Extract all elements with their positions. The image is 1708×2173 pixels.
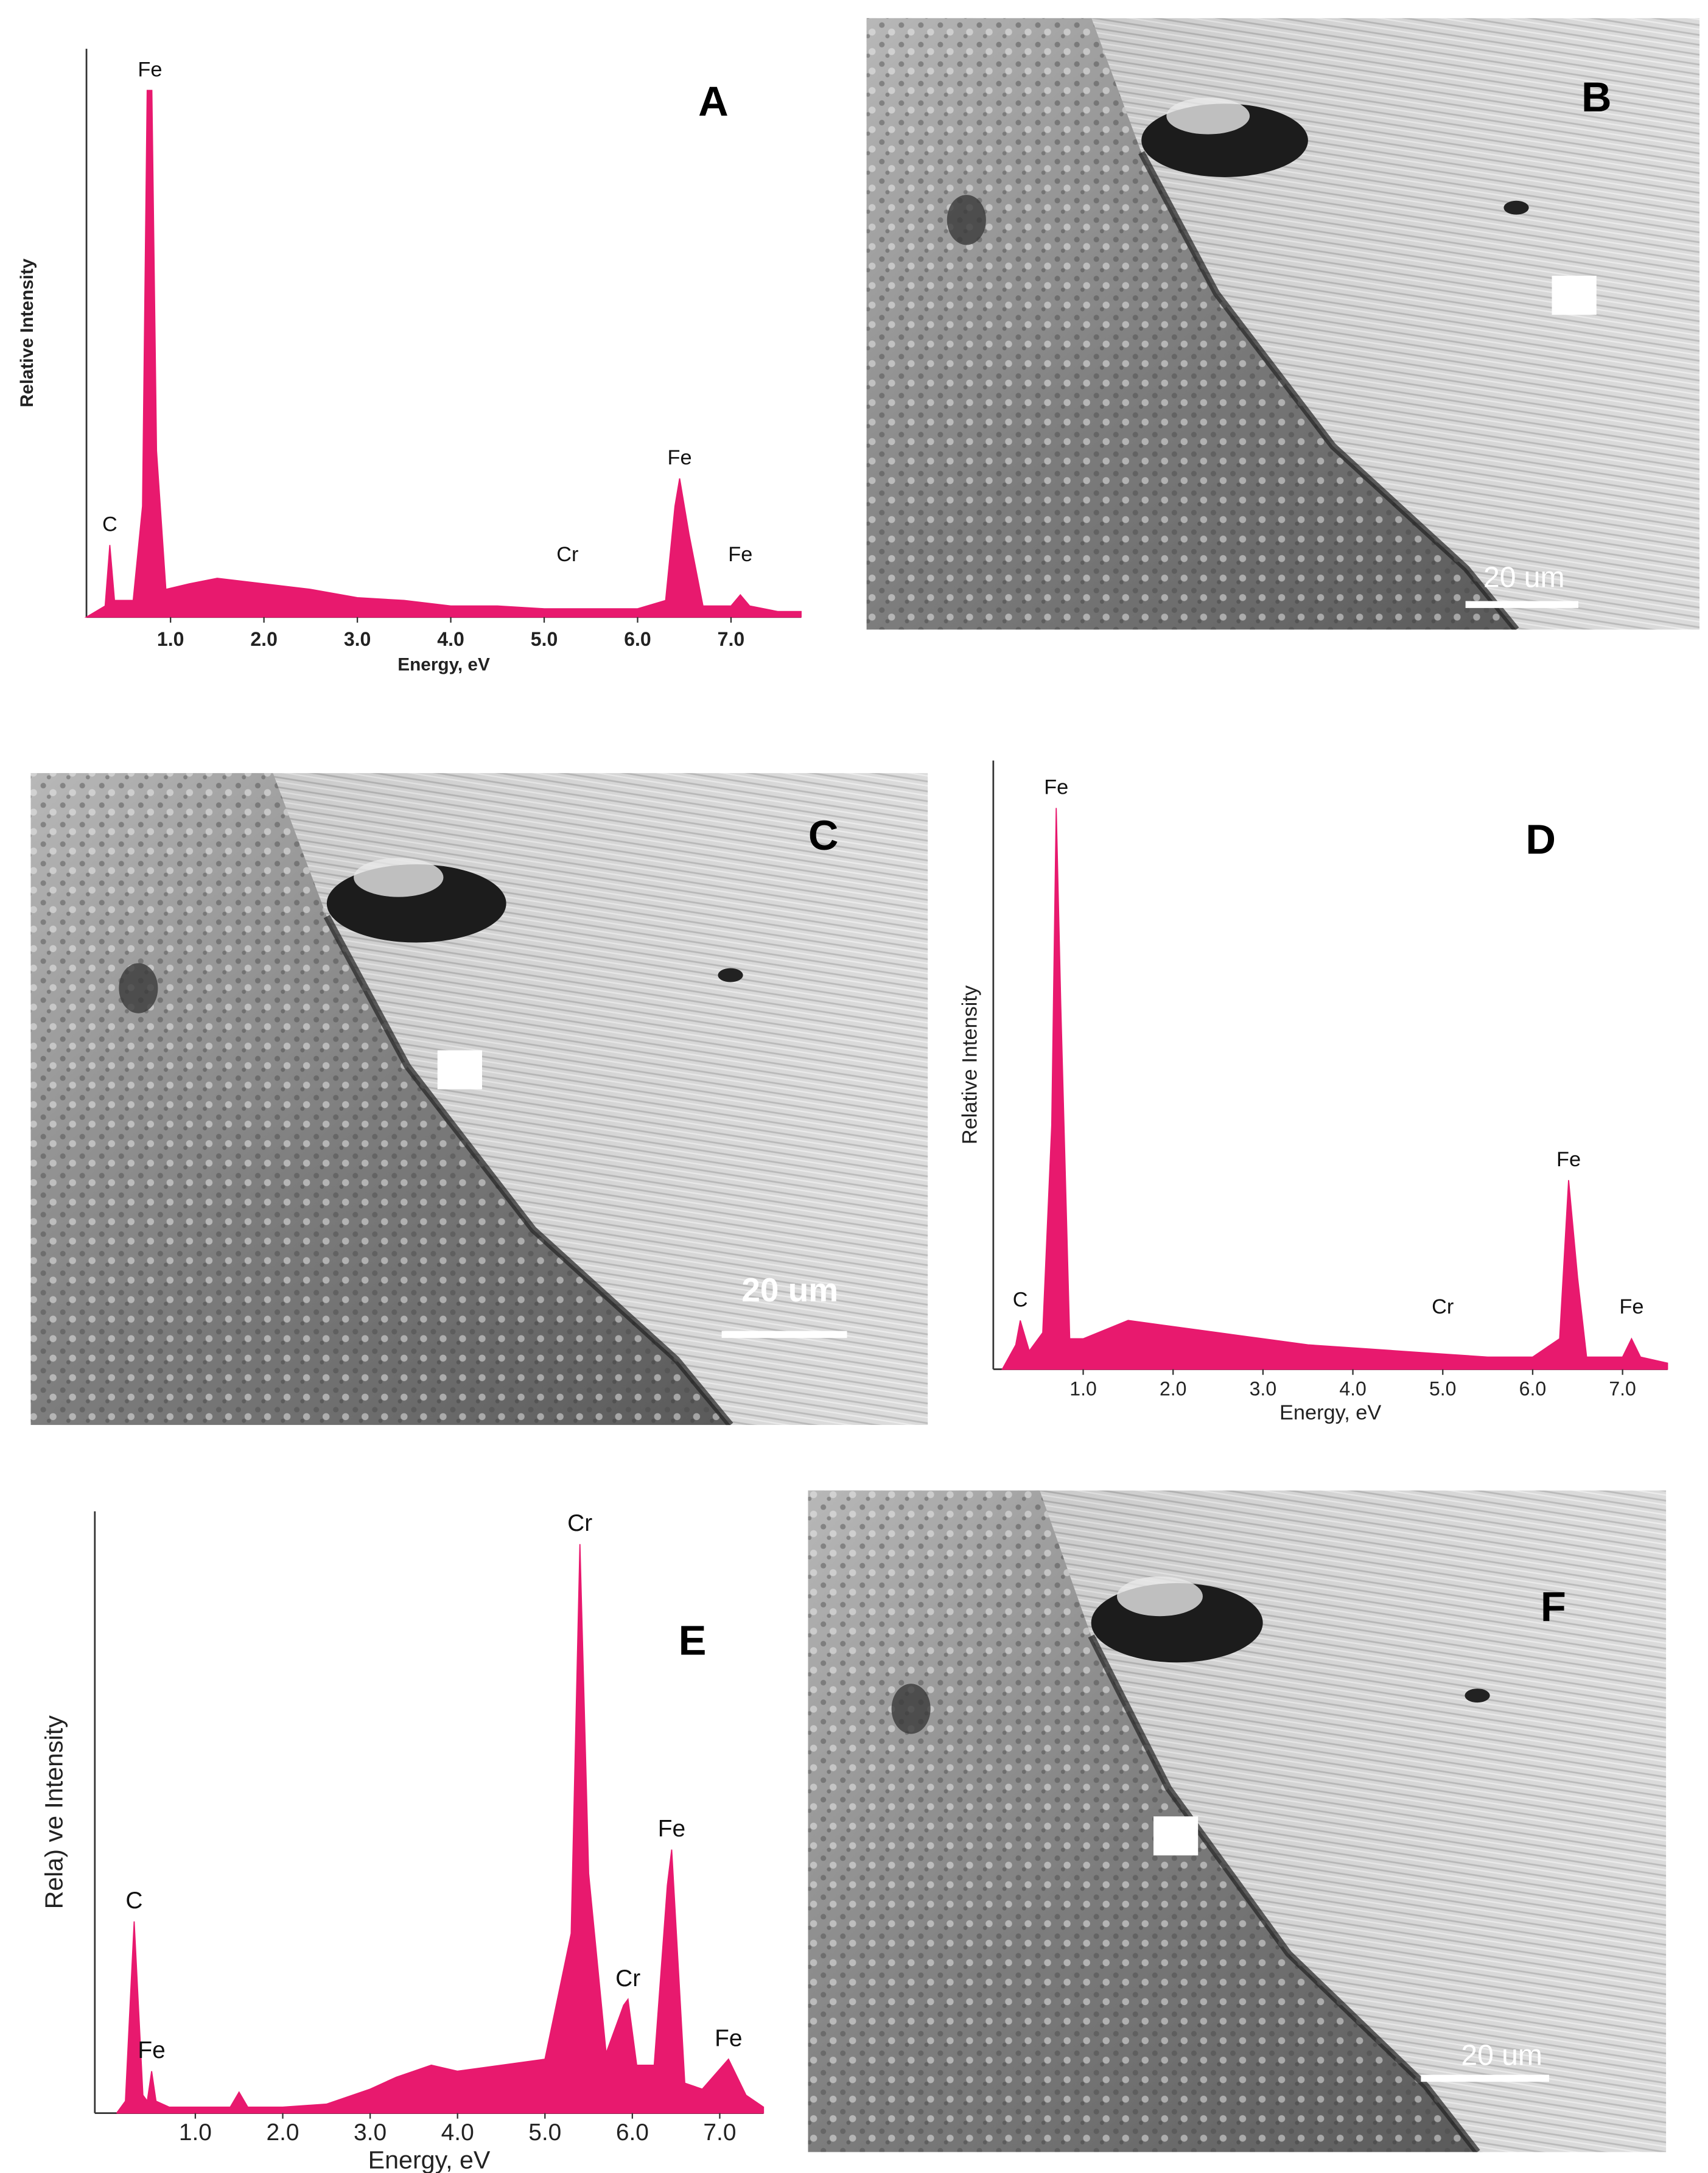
edge-shadow (1138, 151, 1519, 630)
pit (1503, 200, 1529, 215)
pit (891, 1684, 931, 1734)
analysis-marker (1552, 276, 1597, 315)
spectrum (1001, 808, 1668, 1370)
panel-label: D (1525, 816, 1556, 863)
peak-label: Fe (658, 1816, 685, 1842)
panel-label: E (679, 1617, 707, 1664)
peak-label: Cr (556, 543, 578, 566)
x-tick-label: 2.0 (266, 2119, 299, 2146)
y-axis-title: Relative Intensity (958, 985, 981, 1144)
x-tick-label: 1.0 (1069, 1377, 1097, 1399)
peak-label: Fe (668, 446, 692, 469)
x-tick-label: 6.0 (624, 628, 651, 650)
sem-image (808, 1490, 1667, 2152)
x-tick-label: 3.0 (354, 2119, 387, 2146)
edge-shadow (323, 915, 733, 1426)
x-tick-label: 4.0 (441, 2119, 474, 2146)
x-tick-label: 3.0 (344, 628, 371, 650)
debris-highlight (1166, 97, 1250, 135)
spectrum (116, 1544, 765, 2114)
rough-texture (30, 773, 731, 1426)
x-tick-label: 2.0 (250, 628, 278, 650)
analysis-marker (437, 1050, 482, 1090)
pit (947, 195, 986, 245)
x-axis-title: Energy, eV (368, 2146, 491, 2173)
panel-label: B (1581, 74, 1612, 121)
peak-label: Fe (728, 543, 752, 566)
x-tick-label: 3.0 (1250, 1377, 1277, 1399)
y-axis-title: Relative Intensity (17, 258, 37, 407)
x-tick-label: 7.0 (718, 628, 745, 650)
x-axis-title: Energy, eV (1279, 1401, 1381, 1424)
x-tick-label: 1.0 (179, 2119, 212, 2146)
peak-label: Cr (615, 1965, 640, 1992)
scale-bar-label: 20 um (741, 1271, 838, 1309)
peak-label: Cr (1432, 1295, 1454, 1318)
panel-label: F (1541, 1584, 1566, 1631)
panel-label: A (698, 78, 729, 125)
peak-label: Fe (1619, 1295, 1643, 1318)
x-tick-label: 1.0 (157, 628, 184, 650)
pit (718, 968, 743, 982)
sem-image (866, 18, 1700, 630)
rough-texture (808, 1490, 1478, 2152)
peak-label: C (125, 1888, 142, 1914)
scale-bar-label: 20 um (1461, 2040, 1542, 2072)
x-tick-label: 5.0 (528, 2119, 561, 2146)
spectrum (84, 89, 802, 618)
debris-highlight (1116, 1576, 1203, 1617)
x-tick-label: 4.0 (1339, 1377, 1367, 1399)
x-tick-label: 7.0 (1609, 1377, 1636, 1399)
peak-label: Fe (138, 2037, 165, 2063)
pit (119, 963, 158, 1013)
peak-label: Fe (1044, 775, 1068, 799)
x-tick-label: 6.0 (1519, 1377, 1547, 1399)
peak-label: Fe (138, 58, 162, 82)
scale-bar-label: 20 um (1483, 562, 1565, 594)
y-axis-title: Rela) ve Intensity (40, 1715, 68, 1909)
x-axis-title: Energy, eV (397, 655, 490, 675)
peak-label: Cr (567, 1510, 592, 1536)
pit (1465, 1688, 1490, 1703)
x-tick-label: 2.0 (1160, 1377, 1187, 1399)
debris-highlight (354, 858, 444, 897)
x-tick-label: 5.0 (1429, 1377, 1457, 1399)
peak-label: Fe (715, 2025, 742, 2051)
edge-shadow (1088, 1634, 1480, 2152)
rough-texture (866, 18, 1517, 630)
sem-image (30, 773, 928, 1426)
peak-label: C (102, 513, 117, 536)
analysis-marker (1153, 1816, 1199, 1856)
peak-label: C (1013, 1288, 1028, 1311)
x-tick-label: 6.0 (616, 2119, 649, 2146)
panel-label: C (808, 812, 839, 859)
peak-label: Fe (1556, 1148, 1581, 1171)
x-tick-label: 5.0 (531, 628, 558, 650)
x-tick-label: 4.0 (437, 628, 464, 650)
x-tick-label: 7.0 (703, 2119, 736, 2146)
